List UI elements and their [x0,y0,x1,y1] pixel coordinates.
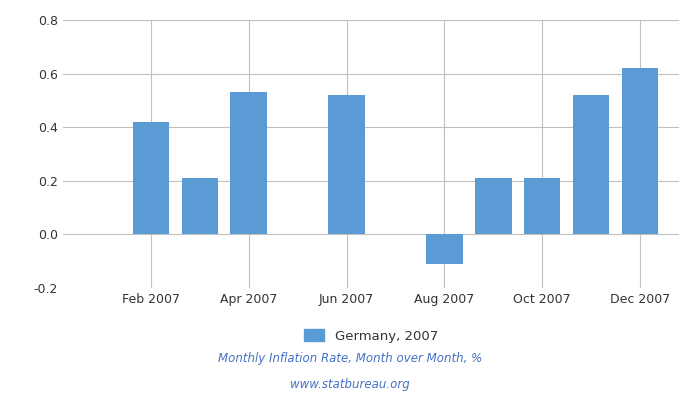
Bar [524,178,561,234]
Bar [426,234,463,264]
Bar [475,178,512,234]
Bar [573,95,609,234]
Text: www.statbureau.org: www.statbureau.org [290,378,410,391]
Bar [181,178,218,234]
Bar [622,68,658,234]
Bar [133,122,169,234]
Text: Monthly Inflation Rate, Month over Month, %: Monthly Inflation Rate, Month over Month… [218,352,482,365]
Bar [230,92,267,234]
Legend: Germany, 2007: Germany, 2007 [304,330,438,343]
Bar [328,95,365,234]
